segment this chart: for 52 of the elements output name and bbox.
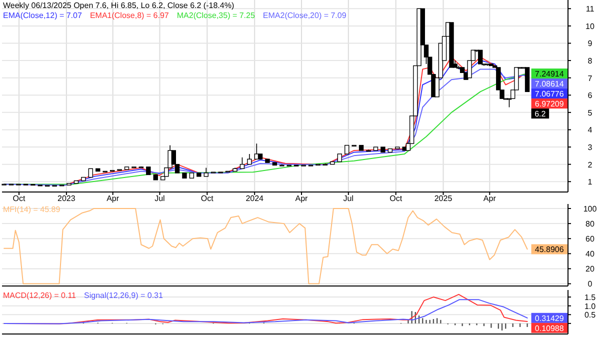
annotation: 45.8906 <box>534 245 564 254</box>
text: MACD(12,26) = 0.11 <box>3 291 77 300</box>
annotation: 7.24914 <box>534 70 564 79</box>
y-tick-label: 5 <box>588 108 593 118</box>
y-tick-label: 20 <box>586 264 595 274</box>
series-label: MFI(14) = 45.89 <box>3 205 61 214</box>
text: EMA1(Close,8) = 6.97 <box>90 11 170 20</box>
x-tick-label: Oct <box>390 194 403 203</box>
x-tick-label: Oct <box>12 194 26 203</box>
annotation: 0.10988 <box>534 324 564 333</box>
x-tick-label: Apr <box>106 194 120 203</box>
annotation: 6.2 <box>534 110 546 119</box>
y-tick-label: 6 <box>588 91 593 100</box>
text: EMA2(Close,20) = 7.09 <box>262 11 347 20</box>
y-tick-label: 11 <box>586 4 595 14</box>
annotation: 7.08614 <box>534 80 564 89</box>
annotation: 0.31429 <box>534 314 564 323</box>
line-series <box>4 208 528 284</box>
x-tick-label: Oct <box>200 194 214 203</box>
y-tick-label: 8 <box>588 56 593 66</box>
annotation: 7.06776 <box>534 90 564 99</box>
line-series <box>4 299 528 324</box>
x-tick-label: Apr <box>483 194 496 203</box>
y-tick-label: 3 <box>588 143 593 152</box>
y-tick-label: 1.5 <box>584 293 596 302</box>
x-tick-label: 2023 <box>58 194 76 203</box>
y-tick-label: 80 <box>586 220 595 229</box>
y-tick-label: 10 <box>586 22 595 31</box>
candlestick <box>240 157 245 170</box>
x-tick-label: 2025 <box>434 194 453 203</box>
text: Signal(12,26,9) = 0.31 <box>84 291 164 300</box>
y-tick-label: 100 <box>583 204 598 214</box>
y-tick-label: 40 <box>586 250 595 259</box>
y-tick-label: 9 <box>588 39 593 48</box>
y-tick-label: 60 <box>586 234 595 244</box>
y-tick-label: 2 <box>588 160 593 170</box>
y-tick-label: 7 <box>588 74 593 83</box>
x-tick-label: 2024 <box>246 194 264 203</box>
candlestick <box>247 154 252 165</box>
x-tick-label: Jul <box>343 194 354 203</box>
candlestick <box>478 50 483 64</box>
y-tick-label: 0.5 <box>584 310 596 320</box>
y-tick-label: 1.0 <box>584 302 596 311</box>
chart-title: Weekly 06/13/2025 Open 7.6, Hi 6.85, Lo 6.2, Close 6.2 (-18.4%) <box>3 1 234 10</box>
y-tick-label: 4 <box>588 126 593 135</box>
y-tick-label: 1 <box>588 178 593 187</box>
text: MA2(Close,35) = 7.25 <box>176 11 256 20</box>
x-tick-label: Apr <box>295 194 308 203</box>
x-tick-label: Jul <box>154 194 166 203</box>
text: EMA(Close,12) = 7.07 <box>3 11 82 20</box>
annotation: 6.97209 <box>534 100 564 109</box>
y-tick-label: 0 <box>588 280 593 289</box>
